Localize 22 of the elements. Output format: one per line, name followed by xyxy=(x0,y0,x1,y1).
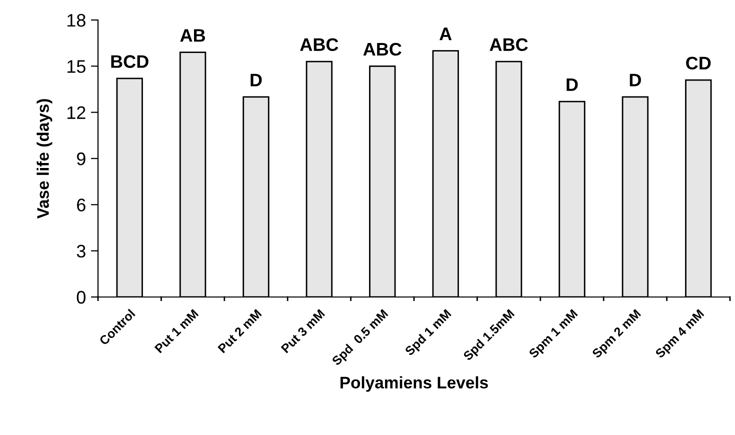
x-tick-label: Put 1 mM xyxy=(154,309,199,354)
x-tick-label: Put 2 mM xyxy=(218,308,262,354)
annotation: ABC xyxy=(363,42,402,56)
y-tick-label: 0 xyxy=(76,290,86,304)
y-axis-title: Vase life (days) xyxy=(36,99,52,219)
y-tick-label: 18 xyxy=(67,14,86,27)
annotation: D xyxy=(566,78,578,91)
annotation: A xyxy=(440,28,452,40)
annotation: ABC xyxy=(300,38,338,52)
y-tick-label: 12 xyxy=(67,106,86,119)
y-tick-label: 15 xyxy=(67,60,86,73)
annotation: D xyxy=(630,74,641,86)
annotation: ABC xyxy=(490,38,528,52)
annotation: D xyxy=(250,74,262,86)
annotation: BCD xyxy=(111,55,148,68)
annotation: CD xyxy=(686,56,711,70)
y-tick-label: 3 xyxy=(76,244,86,258)
x-axis-title: Polyamiens Levels xyxy=(340,376,488,392)
x-tick-label: Put 3 mM xyxy=(280,308,326,354)
annotation: AB xyxy=(180,29,206,42)
y-tick-label: 6 xyxy=(77,198,86,212)
y-tick-label: 9 xyxy=(77,152,86,166)
